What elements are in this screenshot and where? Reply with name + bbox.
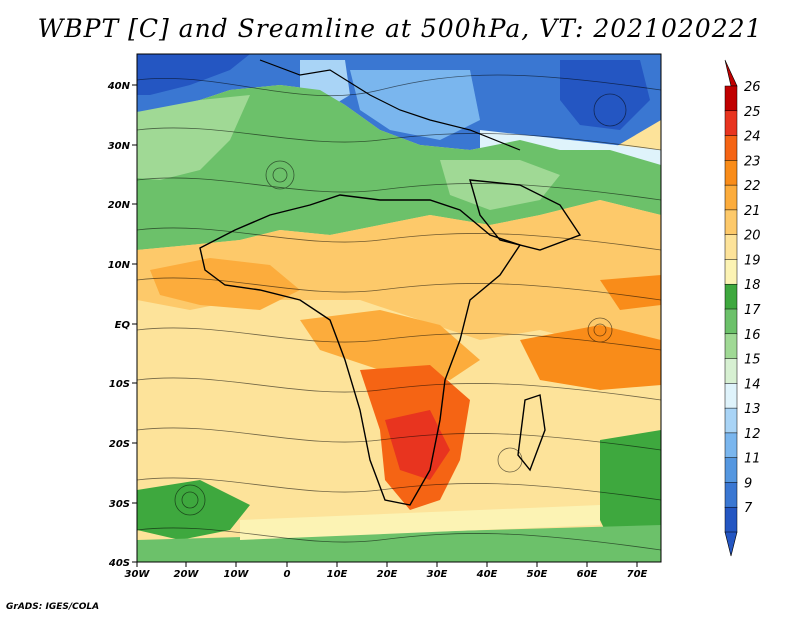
lon-tick-label: 20E [377, 569, 398, 580]
colorbar-label: 22 [744, 179, 761, 194]
colorbar-label: 17 [744, 303, 761, 318]
lon-tick-label: 50E [527, 569, 548, 580]
colorbar-label: 12 [744, 427, 761, 442]
colorbar-label: 9 [744, 476, 752, 491]
map-panel [137, 54, 661, 562]
colorbar-swatch [724, 259, 738, 285]
lon-tick-label: 30W [125, 569, 151, 580]
colorbar-swatch [724, 506, 738, 533]
colorbar-swatch [724, 283, 738, 310]
colorbar-labels: 26 25 24 23 22 21 20 19 18 17 16 15 14 13 12 11 9 7 [744, 80, 761, 516]
colorbar-swatch [724, 85, 738, 112]
lat-tick-label: 40N [107, 81, 131, 92]
colorbar-swatch [724, 308, 738, 335]
colorbar-label: 16 [744, 328, 761, 343]
lon-tick-label: 30E [427, 569, 448, 580]
lat-tick-label: 10N [108, 260, 131, 271]
colorbar-swatch [724, 135, 738, 161]
hot-core [385, 410, 450, 480]
colorbar-label: 25 [744, 105, 761, 120]
lon-tick-label: 0 [284, 569, 291, 580]
colorbar: 26 25 24 23 22 21 20 19 18 17 16 15 14 13 12 11 9 7 [724, 59, 761, 557]
lon-tick-label: 20W [174, 569, 200, 580]
africa-coastline [199, 194, 522, 506]
colorbar-swatch [724, 209, 738, 236]
map-frame [136, 53, 662, 563]
colorbar-label: 18 [744, 278, 761, 293]
lat-tick-label: 20S [109, 439, 130, 450]
lat-tick-label: EQ [115, 320, 131, 331]
green-band [137, 85, 661, 250]
lon-tick-label: 10W [224, 569, 250, 580]
colorbar-label: 15 [744, 353, 761, 368]
colorbar-swatches [724, 85, 738, 533]
colorbar-swatch [724, 407, 738, 434]
colorbar-top-arrow [724, 59, 738, 87]
cold-region-mid [350, 70, 480, 140]
colorbar-swatch [724, 482, 738, 508]
lat-tick-label: 30S [109, 499, 130, 510]
europe-coastline [259, 59, 521, 151]
colorbar-swatch [724, 184, 738, 211]
green-south-west [137, 480, 250, 540]
colorbar-label: 26 [744, 80, 761, 95]
colorbar-swatch [724, 457, 738, 483]
colorbar-swatch [724, 432, 738, 459]
colorbar-swatch [724, 160, 738, 186]
colorbar-label: 19 [744, 253, 761, 268]
colorbar-bottom-arrow [724, 531, 738, 557]
orange-equatorial [300, 310, 480, 380]
lat-tick-label: 30N [108, 141, 131, 152]
lon-tick-label: 10E [327, 569, 348, 580]
lat-tick-label: 40S [108, 558, 130, 569]
colorbar-label: 21 [744, 204, 761, 219]
light-green-band [137, 95, 250, 180]
lat-axis [132, 84, 137, 563]
colorbar-swatch [724, 234, 738, 260]
arabia-coastline [469, 179, 582, 251]
pale-south-band [240, 505, 600, 540]
lat-tick-label: 20N [108, 200, 131, 211]
colorbar-label: 13 [744, 402, 761, 417]
lon-tick-label: 60E [577, 569, 598, 580]
colorbar-swatch [724, 333, 738, 360]
colorbar-label: 20 [744, 229, 761, 244]
orange-west-africa [150, 258, 300, 310]
colorbar-swatch [724, 358, 738, 384]
lon-tick-label: 40E [476, 569, 498, 580]
colorbar-label: 23 [744, 154, 761, 169]
cold-region-core [137, 54, 250, 95]
green-south-band [137, 525, 661, 562]
orange-indian-ocean [520, 325, 661, 390]
streamlines [137, 74, 661, 551]
map-title: WBPT [C] and Sreamline at 500hPa, VT: 20… [37, 14, 763, 43]
colorbar-label: 24 [744, 130, 761, 145]
colorbar-label: 14 [744, 377, 761, 392]
lon-axis [136, 562, 638, 567]
grads-credit: GrADS: IGES/COLA [6, 602, 100, 612]
colorbar-swatch [724, 383, 738, 409]
colorbar-label: 11 [744, 452, 761, 467]
colorbar-label: 7 [744, 501, 753, 516]
light-green-band-east [440, 160, 560, 210]
lat-tick-label: 10S [109, 379, 130, 390]
colorbar-swatch [724, 110, 738, 137]
madagascar-coastline [517, 394, 546, 472]
orange-arabian [600, 275, 661, 310]
lon-tick-label: 70E [627, 569, 648, 580]
